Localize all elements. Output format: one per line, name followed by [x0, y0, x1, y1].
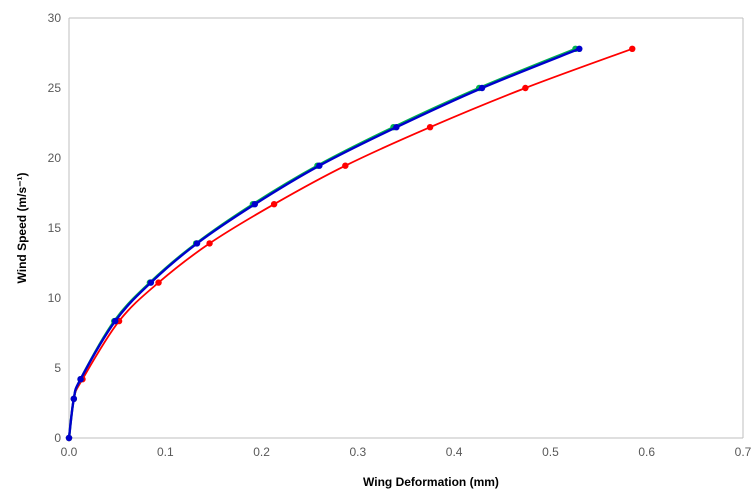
data-point: [77, 376, 84, 383]
data-point: [193, 240, 201, 247]
y-tick-label: 10: [48, 291, 62, 305]
series-line: [67, 47, 576, 439]
data-point: [270, 201, 278, 208]
data-point: [522, 84, 529, 92]
data-point: [70, 395, 78, 402]
y-tick-label: 25: [48, 81, 62, 95]
y-tick-label: 20: [48, 151, 62, 165]
tick-labels: 0.0 0.1 0.2 0.3 0.4 0.5 0.6 0.7 0 5 10 15 20 25 30: [48, 11, 752, 459]
x-tick-label: 0.2: [253, 445, 270, 459]
data-point: [629, 45, 636, 52]
data-point: [147, 279, 155, 286]
x-tick-label: 0.0: [61, 445, 78, 459]
data-point: [206, 240, 213, 247]
y-tick-label: 0: [54, 431, 61, 445]
data-point: [576, 45, 583, 52]
data-point: [316, 162, 323, 169]
y-tick-label: 5: [54, 361, 61, 375]
x-tick-label: 0.4: [446, 445, 463, 459]
y-tick-label: 15: [48, 221, 62, 235]
data-point: [251, 201, 259, 208]
data-point: [393, 124, 400, 131]
series-blue-line: [65, 45, 583, 442]
series-red-line: [65, 45, 636, 442]
data-point: [426, 124, 434, 131]
data-point: [112, 317, 119, 325]
y-tick-label: 30: [48, 11, 62, 25]
series-green-line: [65, 45, 579, 442]
series-line: [68, 47, 633, 439]
axes: [68, 17, 744, 439]
x-tick-label: 0.6: [638, 445, 655, 459]
series-lines: [65, 45, 636, 442]
data-point: [65, 434, 73, 442]
x-axis-title: Wing Deformation (mm): [363, 475, 499, 489]
y-axis-title: Wind Speed (m/s⁻¹): [15, 173, 29, 284]
data-point: [478, 84, 486, 92]
x-tick-label: 0.1: [157, 445, 174, 459]
x-tick-label: 0.5: [542, 445, 559, 459]
data-point: [342, 162, 349, 169]
x-tick-label: 0.7: [735, 445, 752, 459]
series-line: [67, 47, 580, 439]
x-tick-label: 0.3: [350, 445, 367, 459]
data-point: [155, 279, 162, 286]
